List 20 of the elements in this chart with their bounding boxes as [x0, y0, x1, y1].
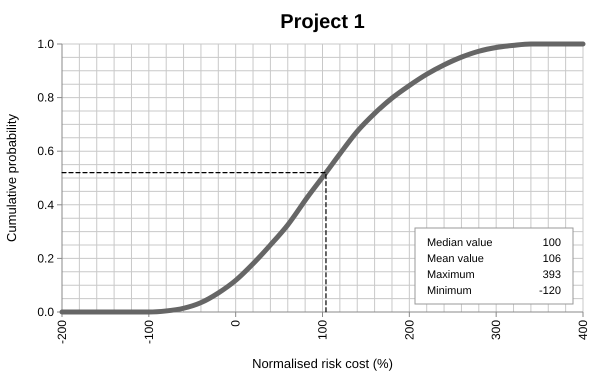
x-tick-label: 300	[489, 320, 504, 340]
x-tick-label: 400	[576, 320, 590, 340]
x-tick-label: 100	[316, 320, 330, 340]
y-tick-label: 1.0	[37, 37, 54, 51]
y-tick-label: 0.2	[37, 251, 54, 266]
x-axis-title: Normalised risk cost (%)	[252, 356, 393, 371]
x-tick-label: 0	[228, 320, 243, 327]
y-tick-label: 0.0	[37, 305, 54, 319]
y-axis-title: Cumulative probability	[4, 114, 19, 242]
y-tick-label: 0.6	[37, 144, 54, 158]
y-tick-label: 0.8	[37, 90, 54, 105]
chart-title: Project 1	[280, 11, 365, 33]
text: Minimum -120	[427, 285, 561, 297]
text: Median value 100	[427, 237, 561, 249]
x-tick-label: 200	[402, 320, 416, 340]
x-tick-label: -200	[55, 320, 69, 344]
y-tick-label: 0.4	[37, 198, 54, 212]
x-tick-label: -100	[142, 320, 156, 344]
text: Mean value 106	[427, 253, 561, 265]
text: Maximum 393	[427, 269, 561, 281]
